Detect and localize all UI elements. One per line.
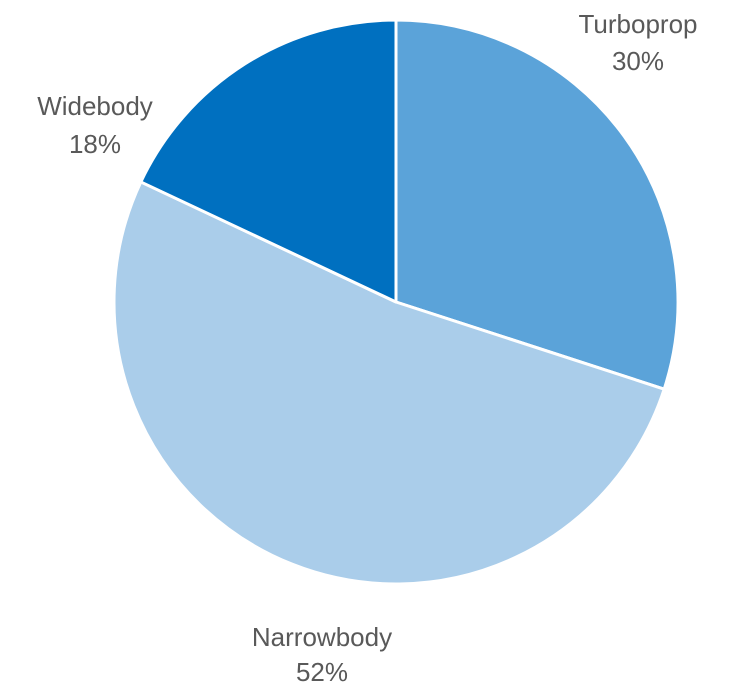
- pie-slice-widebody: [139, 18, 398, 304]
- slice-label-turboprop: Turboprop: [579, 9, 698, 39]
- pie-labels: Turboprop 30% Narrowbody 52% Widebody 18%: [37, 9, 698, 687]
- slice-value-label-turboprop: 30%: [612, 46, 664, 76]
- pie-slices: [112, 18, 680, 586]
- pie-slice-turboprop: [394, 18, 680, 391]
- slice-value-label-narrowbody: 52%: [296, 657, 348, 684]
- slice-label-widebody: Widebody: [37, 91, 153, 121]
- slice-label-narrowbody: Narrowbody: [252, 622, 392, 652]
- slice-value-label-widebody: 18%: [69, 129, 121, 159]
- pie-slice-narrowbody: [112, 180, 666, 586]
